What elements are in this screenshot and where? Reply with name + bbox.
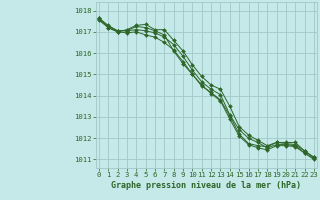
X-axis label: Graphe pression niveau de la mer (hPa): Graphe pression niveau de la mer (hPa)	[111, 181, 301, 190]
